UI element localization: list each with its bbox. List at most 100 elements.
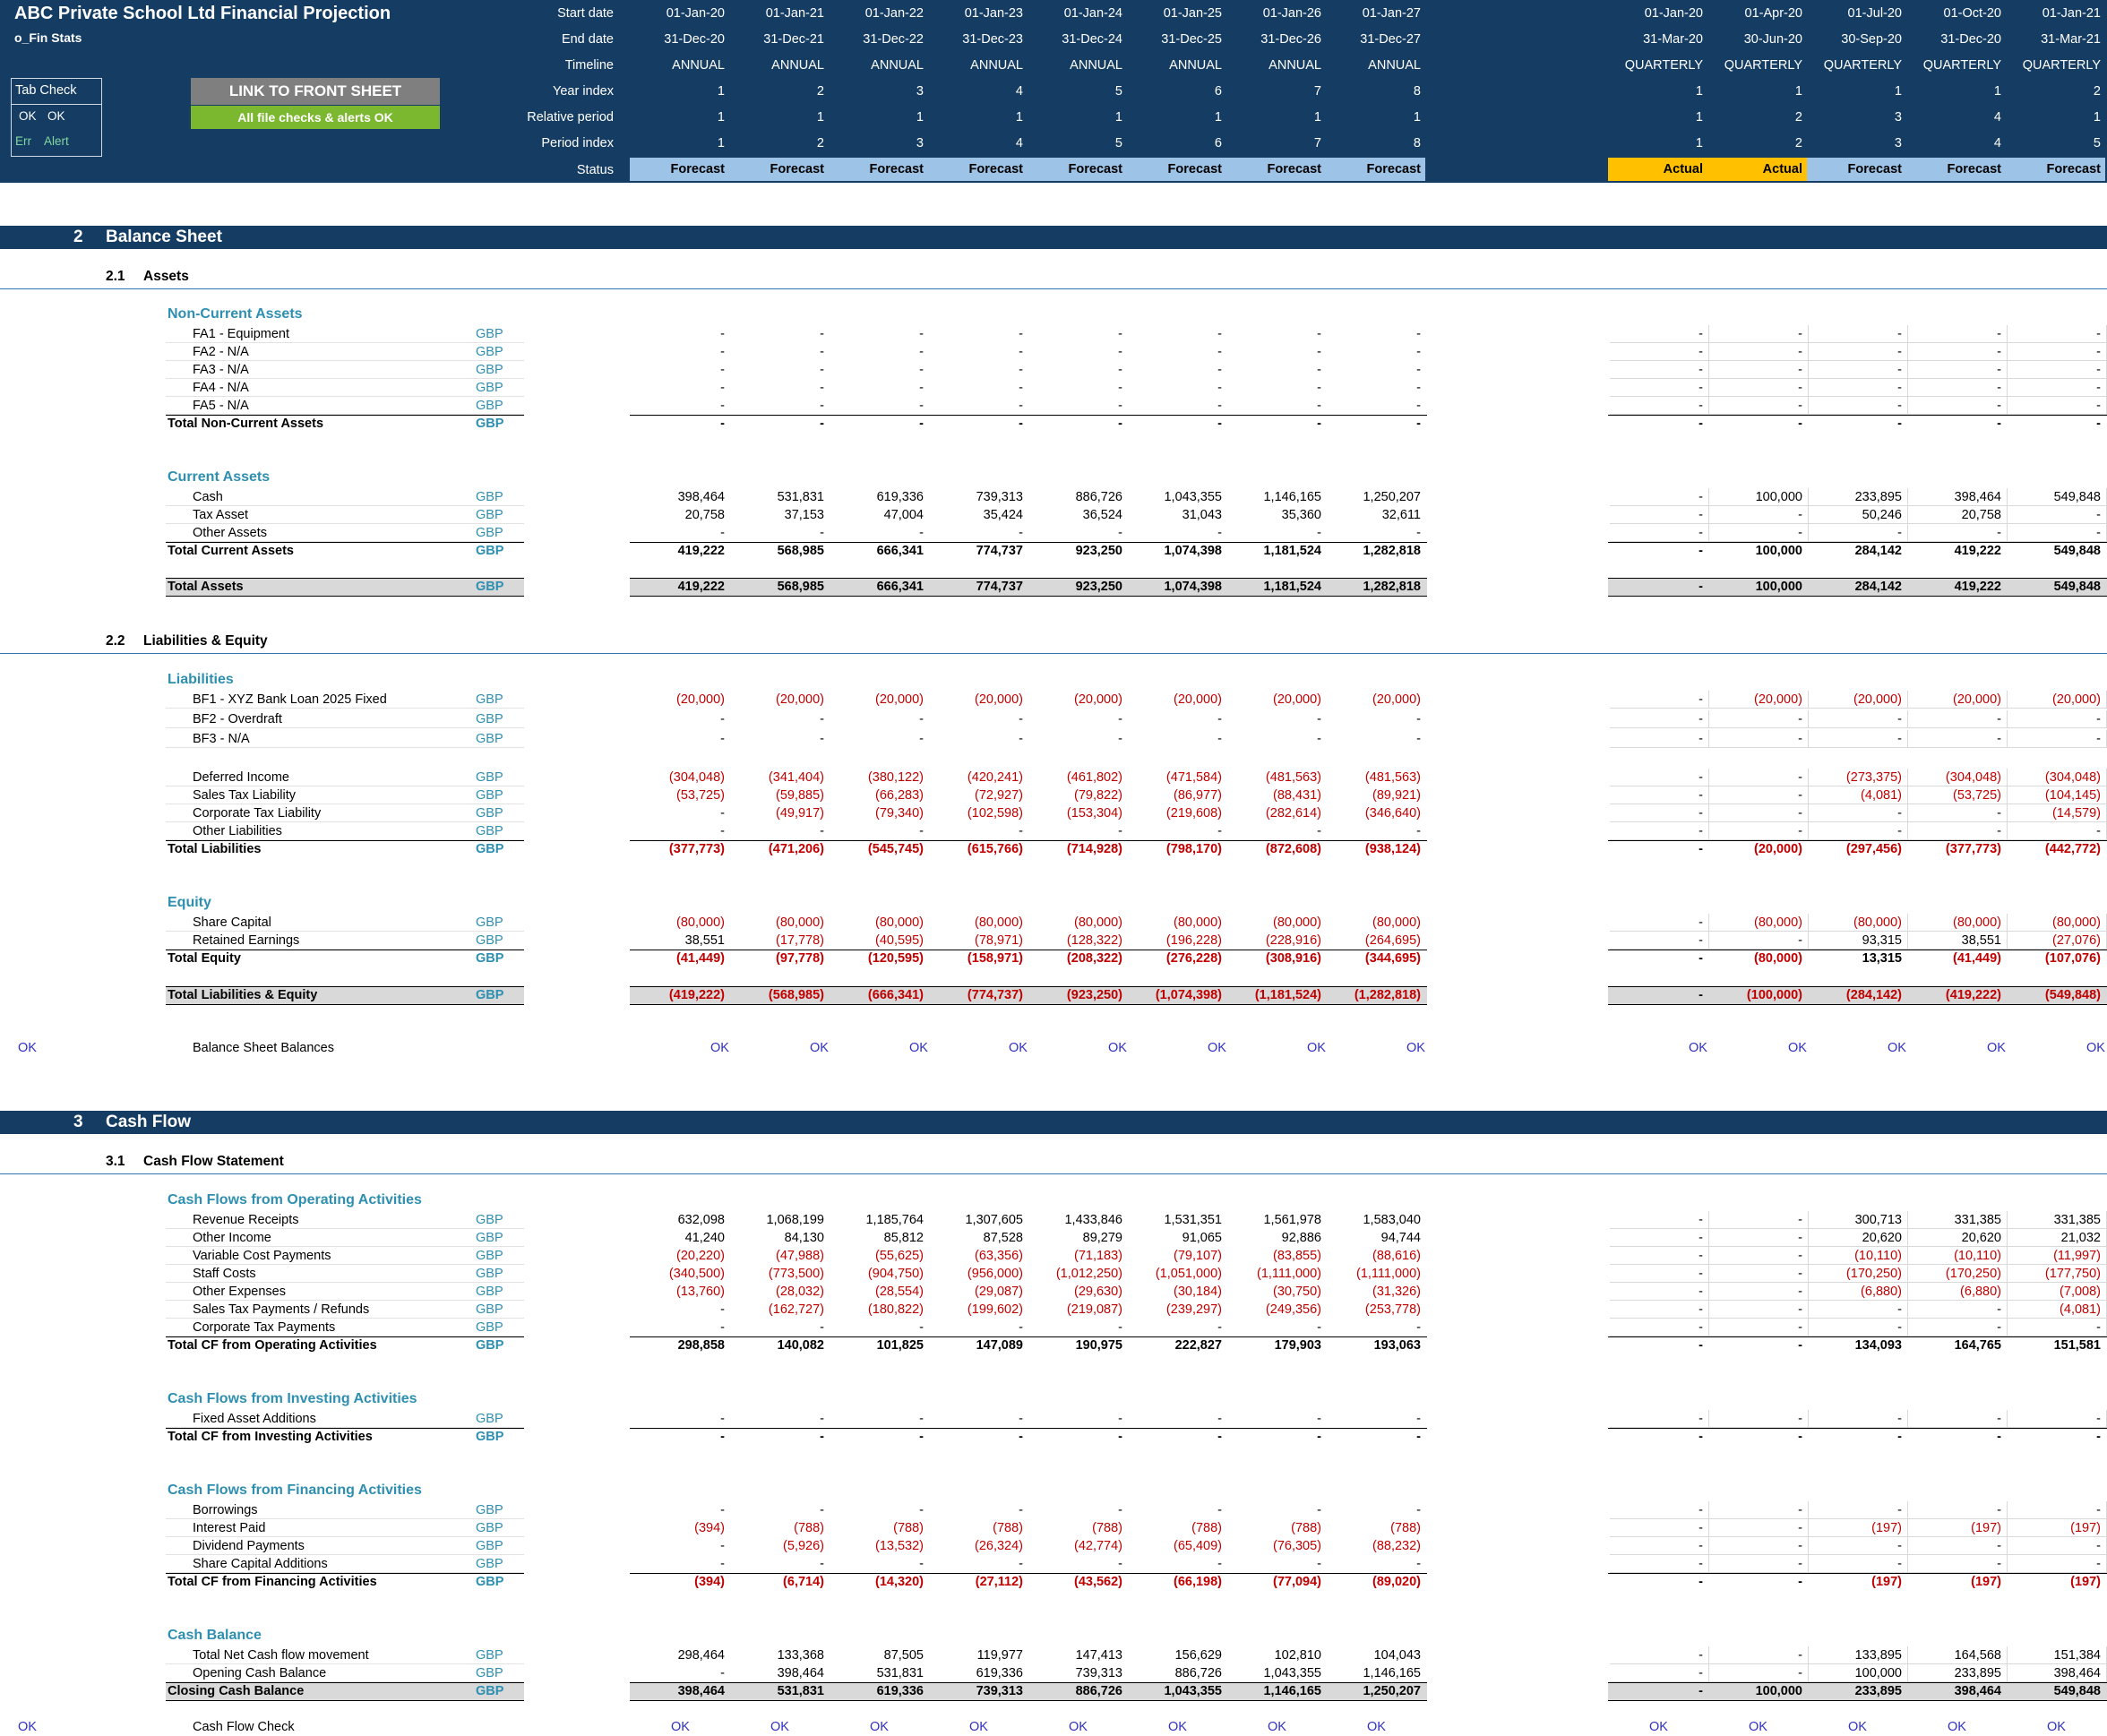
value-cell: (20,000) xyxy=(1073,692,1122,707)
value-cell: 568,985 xyxy=(777,580,824,594)
unit-label: GBP xyxy=(476,1539,503,1553)
table-row: Total Current Assets GBP 419,222 568,985 666… xyxy=(0,542,2107,560)
row-rule xyxy=(630,542,1427,543)
value-cell: - xyxy=(1217,327,1222,341)
value-cell: (872,608) xyxy=(1265,842,1321,856)
header-cell: 4 xyxy=(1993,110,2001,125)
header-row-label: Year index xyxy=(553,84,614,99)
value-cell: - xyxy=(1709,822,1809,840)
value-cell: - xyxy=(720,399,725,413)
value-cell: (41,449) xyxy=(675,951,725,966)
value-cell: (549,848) xyxy=(2044,988,2101,1002)
header-cell: 31-Dec-26 xyxy=(1260,32,1321,47)
value-cell: (197) xyxy=(2070,1575,2101,1589)
value-cell: - xyxy=(1908,822,2008,840)
value-cell: 151,581 xyxy=(2053,1338,2101,1353)
value-cell: - xyxy=(1317,1557,1321,1571)
header-cell: 8 xyxy=(1413,84,1421,99)
value-cell: (11,997) xyxy=(2008,1247,2107,1265)
value-cell: (86,977) xyxy=(1173,788,1222,803)
value-cell: - xyxy=(1416,399,1421,413)
value-cell: 1,074,398 xyxy=(1164,580,1222,594)
value-cell: 101,825 xyxy=(876,1338,924,1353)
table-row: Share Capital Additions GBP - - - - - - - - - - - - - xyxy=(0,1555,2107,1573)
value-cell: (13,532) xyxy=(874,1539,924,1553)
value-cell: (120,595) xyxy=(867,951,924,966)
value-cell: (89,020) xyxy=(1372,1575,1421,1589)
value-cell: (170,250) xyxy=(1809,1265,1908,1283)
value-cell: 84,130 xyxy=(784,1231,824,1245)
value-cell: 151,384 xyxy=(2008,1646,2107,1664)
row-rule xyxy=(630,415,1427,416)
value-cell: - xyxy=(919,1320,924,1335)
row-label: Total Current Assets xyxy=(168,544,294,558)
value-cell: (1,282,818) xyxy=(1354,988,1421,1002)
check-value: OK xyxy=(1367,1720,1386,1734)
value-cell: 147,413 xyxy=(1075,1648,1122,1663)
value-cell: - xyxy=(1610,769,1709,786)
row-label: Total Assets xyxy=(168,580,244,594)
value-cell: - xyxy=(720,824,725,838)
value-cell: - xyxy=(1416,1412,1421,1426)
sheet-title: ABC Private School Ltd Financial Project… xyxy=(14,4,391,23)
row-label: BF1 - XYZ Bank Loan 2025 Fixed xyxy=(193,692,387,707)
value-cell: (264,695) xyxy=(1364,933,1421,948)
row-label: Share Capital xyxy=(193,915,271,930)
value-cell: 666,341 xyxy=(876,580,924,594)
value-cell: (442,772) xyxy=(2044,842,2101,856)
header-cell: 1 xyxy=(717,84,725,99)
value-cell: (17,778) xyxy=(775,933,824,948)
value-cell: 1,074,398 xyxy=(1164,544,1222,558)
link-to-front-sheet-button[interactable]: LINK TO FRONT SHEET xyxy=(191,78,440,105)
value-cell: - xyxy=(1709,379,1809,397)
value-cell: - xyxy=(1698,544,1703,558)
value-cell: (80,000) xyxy=(775,915,824,930)
table-row: Tax Asset GBP 20,758 37,153 47,004 35,424 36,5… xyxy=(0,506,2107,524)
check-value: OK xyxy=(1649,1720,1668,1734)
value-cell: - xyxy=(1416,417,1421,431)
value-cell: (30,750) xyxy=(1272,1285,1321,1299)
header-cell: 01-Jan-21 xyxy=(2042,6,2101,21)
value-cell: - xyxy=(1118,327,1122,341)
value-cell: - xyxy=(2008,361,2107,379)
header-cell: QUARTERLY xyxy=(1823,58,1902,73)
value-cell: - xyxy=(1416,327,1421,341)
value-cell: - xyxy=(1317,526,1321,540)
value-cell: (5,926) xyxy=(783,1539,824,1553)
status-cell: Forecast xyxy=(630,158,729,181)
value-cell: - xyxy=(1709,1501,1809,1519)
value-cell: - xyxy=(1709,1301,1809,1319)
value-cell: (1,012,250) xyxy=(1055,1267,1122,1281)
check-value: OK xyxy=(2047,1720,2066,1734)
value-cell: 233,895 xyxy=(1854,1684,1902,1698)
value-cell: - xyxy=(1610,914,1709,932)
value-cell: (28,032) xyxy=(775,1285,824,1299)
header-cell: 30-Sep-20 xyxy=(1841,32,1902,47)
header-cell: 1 xyxy=(1794,84,1802,99)
value-cell: 619,336 xyxy=(876,1684,924,1698)
row-rule xyxy=(166,342,524,343)
value-cell: 1,185,764 xyxy=(865,1213,924,1227)
value-cell: 774,737 xyxy=(976,580,1023,594)
value-cell: - xyxy=(1118,824,1122,838)
value-cell: - xyxy=(1709,1519,1809,1537)
value-cell: - xyxy=(919,1557,924,1571)
row-rule xyxy=(166,1282,524,1283)
check-label: Balance Sheet Balances xyxy=(193,1041,334,1055)
value-cell: (956,000) xyxy=(967,1267,1023,1281)
value-cell: 886,726 xyxy=(1075,1684,1122,1698)
value-cell: 13,315 xyxy=(1862,951,1902,966)
value-cell: - xyxy=(2008,506,2107,524)
value-cell: (53,725) xyxy=(675,788,725,803)
value-cell: 398,464 xyxy=(677,1684,725,1698)
header-cell: ANNUAL xyxy=(871,58,924,73)
header-cell: 31-Mar-20 xyxy=(1643,32,1703,47)
value-cell: - xyxy=(1118,712,1122,726)
value-cell: 41,240 xyxy=(684,1231,725,1245)
value-cell: - xyxy=(1118,345,1122,359)
header-row-label: Timeline xyxy=(564,58,614,73)
value-cell: - xyxy=(1019,732,1023,746)
value-cell: - xyxy=(1698,1338,1703,1353)
row-label: Other Liabilities xyxy=(193,824,282,838)
check-value: OK xyxy=(1689,1041,1707,1055)
